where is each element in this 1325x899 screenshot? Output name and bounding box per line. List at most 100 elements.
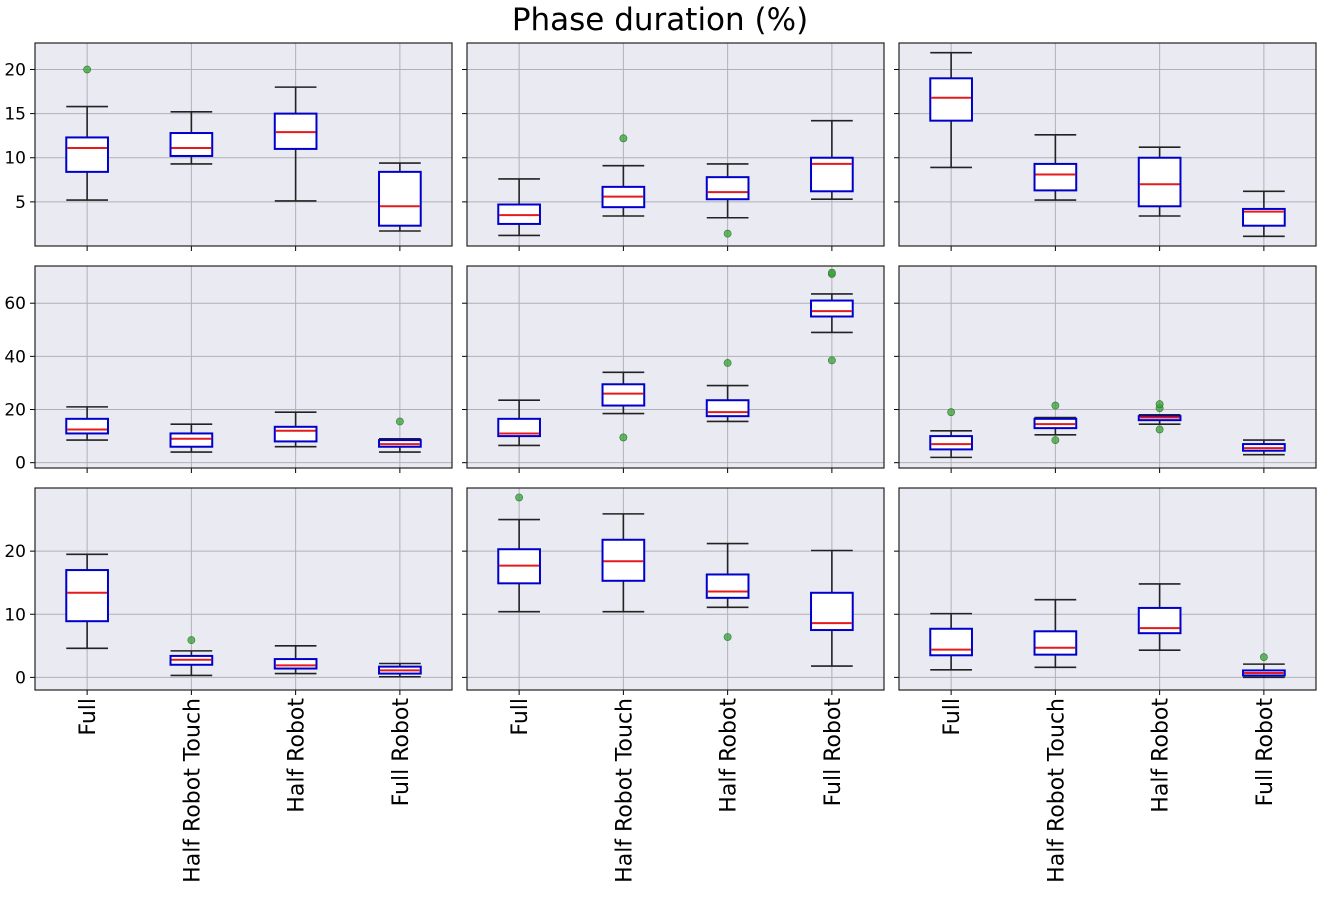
box-half-robot: [705, 359, 750, 423]
box-half-robot-touch: [169, 111, 214, 165]
x-category-label: Full: [940, 698, 965, 736]
x-category-label: Half Robot: [717, 698, 742, 813]
panel-grid: 5 10 15 20 0 20 40 60 0 10 20 Full Half Robot Touch H…: [4, 42, 1317, 883]
box-full: [65, 406, 109, 441]
box-full: [65, 65, 109, 201]
panel-r2-c2: [462, 265, 885, 473]
box-half-robot: [1137, 400, 1182, 434]
panel-background: [467, 266, 884, 468]
outlier-point: [395, 417, 404, 426]
outlier-point: [515, 493, 524, 502]
box-full-robot: [810, 549, 854, 667]
iqr-box: [65, 136, 109, 173]
iqr-box: [1242, 207, 1286, 227]
x-category-label: Full: [508, 698, 533, 736]
box-full-robot: [1242, 190, 1286, 238]
iqr-box: [810, 591, 854, 632]
iqr-box: [810, 299, 854, 318]
outlier-point: [1155, 425, 1164, 434]
panel-background: [35, 266, 452, 468]
iqr-box: [929, 627, 973, 657]
iqr-box: [65, 417, 109, 435]
box-half-robot-touch: [169, 636, 214, 677]
panel-r3-c2: Full Half Robot Touch Half Robot Full Robot: [462, 487, 885, 883]
panel-frame: [466, 265, 885, 469]
y-tick-label: 10: [4, 149, 26, 169]
iqr-box: [1033, 162, 1078, 192]
box-half-robot-touch: [1033, 401, 1078, 444]
y-tick-label: 10: [4, 605, 26, 625]
x-category-label: Full Robot: [1253, 698, 1278, 807]
box-full: [497, 399, 541, 447]
iqr-box: [929, 77, 973, 122]
box-half-robot: [273, 411, 318, 448]
chart-title: Phase duration (%): [512, 2, 808, 38]
x-category-label: Half Robot Touch: [612, 698, 637, 883]
box-full-robot: [810, 119, 854, 201]
panel-frame: [898, 42, 1317, 247]
panel-frame: [34, 487, 453, 691]
box-full-robot: [1242, 439, 1286, 456]
x-category-label: Half Robot: [285, 698, 310, 813]
outlier-point: [723, 229, 732, 238]
iqr-box: [378, 170, 422, 227]
iqr-box: [1137, 156, 1182, 208]
box-half-robot-touch: [1033, 133, 1078, 201]
y-tick-label: 5: [15, 193, 26, 213]
x-category-label: Half Robot Touch: [180, 698, 205, 883]
panel-frame: [34, 42, 453, 247]
box-full: [929, 408, 973, 459]
box-full: [929, 612, 973, 671]
y-tick-label: 20: [4, 542, 26, 562]
iqr-box: [169, 432, 214, 448]
iqr-box: [65, 569, 109, 623]
box-full-robot: [378, 417, 422, 453]
iqr-box: [705, 399, 750, 418]
box-full-robot: [378, 162, 422, 232]
box-half-robot: [705, 542, 750, 641]
iqr-box: [273, 425, 318, 443]
outlier-point: [723, 359, 732, 367]
iqr-box: [169, 132, 214, 157]
iqr-box: [1137, 606, 1182, 635]
box-half-robot: [273, 645, 318, 675]
outlier-point: [83, 65, 92, 74]
x-category-label: Half Robot: [1149, 698, 1174, 813]
box-half-robot-touch: [601, 371, 646, 442]
box-half-robot: [273, 86, 318, 202]
panel-frame: [34, 265, 453, 469]
iqr-box: [705, 573, 750, 599]
box-half-robot-touch: [601, 513, 646, 613]
y-tick-label: 0: [15, 454, 26, 474]
x-category-label: Full: [76, 698, 101, 736]
iqr-box: [601, 383, 646, 407]
box-full-robot: [810, 268, 854, 365]
box-full-robot: [378, 662, 422, 678]
outlier-point: [947, 408, 956, 417]
y-tick-label: 40: [4, 347, 26, 367]
x-category-label: Full Robot: [821, 698, 846, 807]
box-half-robot: [1137, 583, 1182, 652]
y-tick-label: 15: [4, 105, 26, 125]
panel-r2-c3: [894, 265, 1317, 473]
x-category-label: Full Robot: [389, 698, 414, 807]
outlier-point: [827, 268, 836, 277]
iqr-box: [273, 658, 318, 670]
y-tick-label: 0: [15, 668, 26, 688]
panel-r3-c3: Full Half Robot Touch Half Robot Full Robot: [894, 487, 1317, 883]
box-full: [497, 493, 541, 613]
outlier-point: [187, 636, 196, 645]
panel-frame: [898, 487, 1317, 691]
box-half-robot-touch: [1033, 598, 1078, 669]
y-tick-label: 20: [4, 401, 26, 421]
panel-r1-c1: 5 10 15 20: [4, 42, 453, 251]
iqr-box: [1033, 630, 1078, 656]
box-half-robot-touch: [601, 134, 646, 217]
panel-background: [899, 266, 1316, 468]
outlier-point: [1051, 401, 1060, 410]
x-category-label: Half Robot Touch: [1044, 698, 1069, 883]
outlier-point: [1259, 653, 1268, 662]
box-full: [929, 51, 973, 169]
outlier-point: [723, 633, 732, 641]
